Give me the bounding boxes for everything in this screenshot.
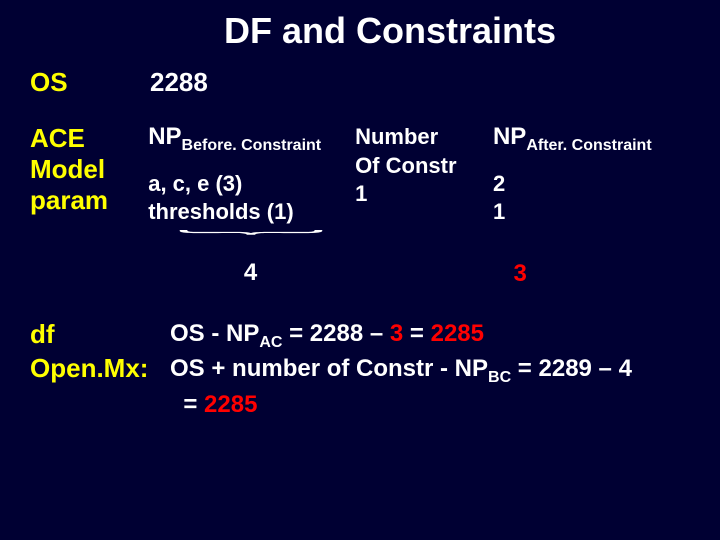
ace-model-row: ACE Model param NPBefore. Constraint a, … (30, 123, 690, 227)
f1-red2: 2285 (431, 320, 484, 347)
params-line1: a, c, e (3) (148, 170, 355, 199)
ace-line1: ACE (30, 123, 148, 154)
df-label-line2: Open.Mx: (30, 352, 170, 386)
f1-part3: = (403, 320, 430, 347)
after-value-2: 1 (493, 198, 690, 227)
ace-line2: Model (30, 154, 148, 185)
formula-1: OS - NPAC = 2288 – 3 = 2285 (170, 318, 632, 353)
params-line2: thresholds (1) (148, 198, 355, 227)
np-after-prefix: NP (493, 123, 526, 150)
np-before-sub: Before. Constraint (182, 137, 322, 154)
os-row: OS 2288 (30, 67, 690, 98)
f2-part1: OS + number of Constr - NP (170, 355, 488, 382)
ace-label: ACE Model param (30, 123, 148, 217)
f2-red1: 2285 (204, 391, 257, 418)
np-after-column: NPAfter. Constraint 2 1 (493, 123, 690, 227)
df-section: df Open.Mx: OS - NPAC = 2288 – 3 = 2285 … (30, 318, 690, 421)
after-total-container: 3 (354, 232, 690, 288)
params-text: a, c, e (3) thresholds (1) (148, 170, 355, 227)
f2-part2: = 2289 – 4 (511, 355, 632, 382)
np-before-column: NPBefore. Constraint a, c, e (3) thresho… (148, 123, 355, 227)
df-label: df Open.Mx: (30, 318, 170, 421)
number-line3: 1 (355, 180, 493, 209)
curly-brace-icon: ︸ (176, 235, 326, 244)
number-column: Number Of Constr 1 (355, 123, 493, 209)
os-label: OS (30, 67, 150, 98)
df-label-line1: df (30, 318, 170, 352)
np-before-label: NPBefore. Constraint (148, 123, 355, 155)
df-formulas: OS - NPAC = 2288 – 3 = 2285 OS + number … (170, 318, 632, 421)
brace-container: ︸ 4 (148, 232, 354, 288)
f1-red1: 3 (390, 320, 403, 347)
f1-part2: = 2288 – (282, 320, 389, 347)
brace-spacer (30, 232, 148, 288)
number-text: Number Of Constr 1 (355, 123, 493, 209)
os-value: 2288 (150, 67, 208, 98)
slide-title: DF and Constraints (90, 10, 690, 52)
f2-part3: = (177, 391, 204, 418)
f1-sub1: AC (259, 334, 282, 351)
np-after-label: NPAfter. Constraint (493, 123, 690, 155)
after-values: 2 1 (493, 170, 690, 227)
number-line2: Of Constr (355, 152, 493, 181)
after-value-1: 2 (493, 170, 690, 199)
np-after-sub: After. Constraint (526, 137, 651, 154)
f2-sub1: BC (488, 369, 511, 386)
brace-total: 4 (148, 259, 354, 287)
brace-row: ︸ 4 3 (30, 232, 690, 288)
ace-line3: param (30, 185, 148, 216)
np-before-prefix: NP (148, 123, 181, 150)
formula-2: OS + number of Constr - NPBC = 2289 – 4 (170, 353, 632, 388)
f1-part1: OS - NP (170, 320, 259, 347)
formula-2b: = 2285 (170, 389, 632, 421)
number-line1: Number (355, 123, 493, 152)
after-total: 3 (514, 260, 527, 287)
